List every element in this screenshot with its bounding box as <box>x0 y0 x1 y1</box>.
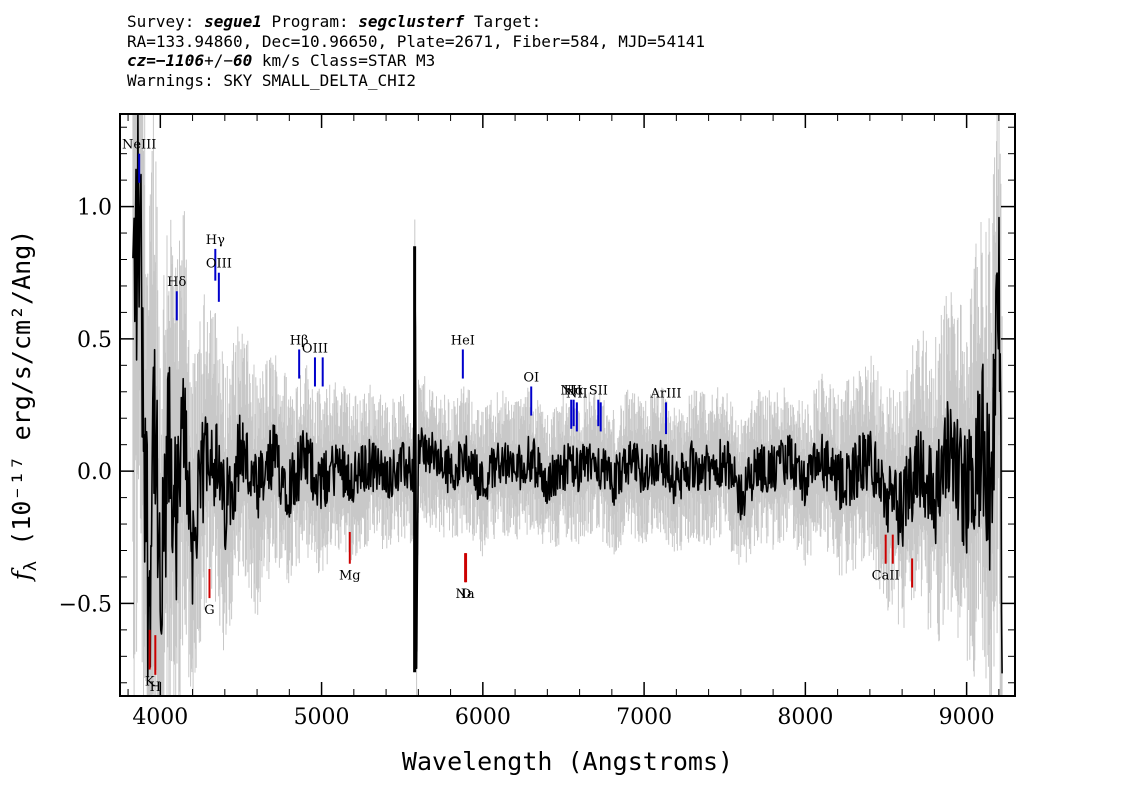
line-marker-12: SII <box>589 384 608 427</box>
line-marker-label: Hγ <box>206 233 225 248</box>
line-marker-label: CaII <box>872 569 900 584</box>
line-marker-3: OIII <box>206 257 232 302</box>
y-axis-title-f: f <box>7 567 36 582</box>
flux-series <box>132 114 1003 678</box>
line-marker-label: ArIII <box>650 386 682 401</box>
line-marker-18: Mg <box>339 531 361 584</box>
cz-rest: km/s Class=STAR M3 <box>252 51 436 70</box>
program-value: segclusterf <box>358 12 465 31</box>
line-marker-20: D <box>461 553 471 602</box>
cz-value: −1106 <box>155 51 205 70</box>
cz-err: 60 <box>232 51 253 70</box>
line-marker-14: ArIII <box>650 386 682 435</box>
line-marker-label: D <box>461 587 471 602</box>
x-tick-label: 9000 <box>939 705 995 730</box>
line-marker-label: K <box>145 675 155 690</box>
line-marker-11: NII <box>566 386 588 432</box>
line-marker-7: HeI <box>451 333 475 379</box>
line-marker-4: Hβ <box>290 333 309 379</box>
survey-label: Survey: <box>127 12 195 31</box>
line-marker-label: NII <box>560 384 582 399</box>
cz-sep: +/− <box>204 51 233 70</box>
x-tick-label: 7000 <box>616 705 672 730</box>
uncertainty-layer <box>132 115 1003 695</box>
x-tick-label: 6000 <box>455 705 511 730</box>
spectrum-header: Survey: segue1 Program: segclusterf Targ… <box>127 12 1127 90</box>
x-tick-label: 4000 <box>132 705 188 730</box>
header-line-redshift: cz=−1106+/−60 km/s Class=STAR M3 <box>127 51 1127 71</box>
line-marker-label: Hα <box>564 384 584 399</box>
cz-label: cz= <box>127 51 156 70</box>
plot-frame <box>119 113 1016 697</box>
y-tick-label: −0.5 <box>59 592 112 617</box>
line-marker-label: NeIII <box>122 138 156 153</box>
line-marker-5: OIII <box>302 341 328 387</box>
line-marker-0: NeIII <box>122 138 156 183</box>
header-line-warnings: Warnings: SKY SMALL_DELTA_CHI2 <box>127 70 416 90</box>
tick-layer: 4000 5000 6000 7000 8000 9000 −0.5 0.0 0.5 1.0 <box>59 114 1015 730</box>
line-marker-label: Hβ <box>290 333 309 348</box>
line-marker-9: NII <box>560 384 582 429</box>
line-marker-label: SII <box>589 384 608 399</box>
y-axis-title-rest: (10⁻¹⁷ erg/s/cm²/Ang) <box>7 230 36 561</box>
target-label: Target: <box>473 12 542 31</box>
x-tick-label: 5000 <box>294 705 350 730</box>
line-marker-label: OIII <box>302 341 328 356</box>
line-marker-16: H <box>150 635 161 695</box>
y-axis-title: fλ (10⁻¹⁷ erg/s/cm²/Ang) <box>7 230 41 583</box>
line-marker-label: Hδ <box>167 275 186 290</box>
uncertainty-series <box>132 115 1003 695</box>
line-marker-label: Mg <box>339 569 361 584</box>
y-tick-label: 0.0 <box>77 460 112 485</box>
line-marker-15: K <box>145 629 155 690</box>
line-marker-label: G <box>204 603 214 618</box>
line-marker-label: Na <box>456 587 475 602</box>
line-marker-label: OI <box>523 370 539 385</box>
program-label: Program: <box>271 12 349 31</box>
y-tick-label: 1.0 <box>77 196 112 221</box>
line-marker-label: OIII <box>206 257 232 272</box>
line-marker-2: Hγ <box>206 233 225 281</box>
line-marker-1: Hδ <box>167 275 187 321</box>
y-axis-title-sub: λ <box>21 561 41 571</box>
line-marker-label: HeI <box>451 333 475 348</box>
x-tick-label: 8000 <box>777 705 833 730</box>
line-marker-label: H <box>150 680 161 695</box>
line-marker-8: OI <box>523 370 539 416</box>
header-line-coordinates: RA=133.94860, Dec=10.96650, Plate=2671, … <box>127 31 705 51</box>
x-axis-title: Wavelength (Angstroms) <box>402 747 733 776</box>
survey-value: segue1 <box>204 12 262 31</box>
line-marker-17: G <box>204 569 215 618</box>
line-marker-label: NII <box>566 386 588 401</box>
header-line-survey: Survey: segue1 Program: segclusterf Targ… <box>127 12 1127 32</box>
flux-layer <box>132 114 1003 678</box>
line-marker-10: Hα <box>564 384 584 427</box>
line-marker-21: CaII <box>872 534 900 584</box>
y-tick-label: 0.5 <box>77 328 112 353</box>
